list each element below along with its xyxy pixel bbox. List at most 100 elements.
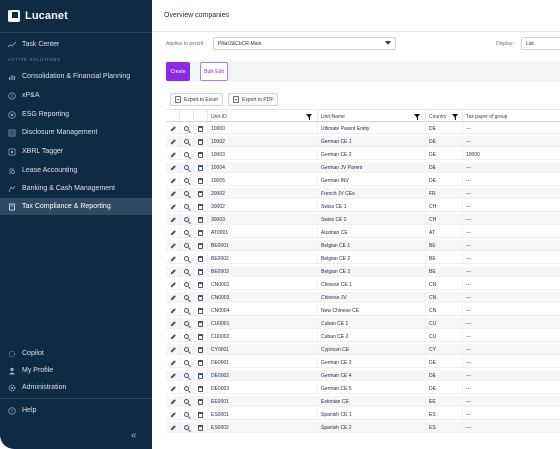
- table-row[interactable]: AT0001 Austrian CE AT ---: [166, 227, 560, 238]
- delete-button[interactable]: [196, 202, 205, 211]
- delete-button[interactable]: [196, 163, 205, 172]
- table-row[interactable]: DE0003 German CE 5 DE ---: [166, 383, 560, 394]
- delete-button[interactable]: [196, 384, 205, 393]
- delete-button[interactable]: [196, 228, 205, 237]
- table-row[interactable]: ES0001 Spanish CE 1 ES ---: [166, 409, 560, 420]
- sidebar-item-tax-compliance[interactable]: Tax Compliance & Reporting: [0, 198, 152, 215]
- edit-button[interactable]: [168, 137, 177, 146]
- sidebar-item-copilot[interactable]: Copilot: [0, 345, 152, 362]
- column-header-unit-name[interactable]: Unit-Name: [321, 113, 345, 120]
- sidebar-item-help[interactable]: ? Help: [0, 402, 152, 419]
- table-row[interactable]: 30003 Swiss CE 2 CH ---: [166, 214, 560, 225]
- view-button[interactable]: [182, 176, 191, 185]
- table-row[interactable]: BE0001 Belgian CE 1 BE ---: [166, 240, 560, 251]
- edit-button[interactable]: [168, 319, 177, 328]
- view-button[interactable]: [182, 306, 191, 315]
- table-row[interactable]: BE0003 Belgian CE 3 BE ---: [166, 266, 560, 277]
- delete-button[interactable]: [196, 358, 205, 367]
- table-row[interactable]: 10004 German JV Parent DE ---: [166, 162, 560, 173]
- table-row[interactable]: 20002 French JV CEs FR ---: [166, 188, 560, 199]
- edit-button[interactable]: [168, 371, 177, 380]
- sidebar-item-banking[interactable]: Banking & Cash Management: [0, 180, 152, 197]
- edit-button[interactable]: [168, 397, 177, 406]
- collapse-sidebar-button[interactable]: «: [131, 430, 137, 441]
- view-button[interactable]: [182, 189, 191, 198]
- table-row[interactable]: 10002 German CE 1 DE ---: [166, 136, 560, 147]
- edit-button[interactable]: [168, 410, 177, 419]
- view-button[interactable]: [182, 202, 191, 211]
- sidebar-item-xbrl[interactable]: XBRL Tagger: [0, 143, 152, 160]
- bulk-edit-button[interactable]: Bulk Edit: [200, 62, 228, 81]
- edit-button[interactable]: [168, 306, 177, 315]
- delete-button[interactable]: [196, 150, 205, 159]
- edit-button[interactable]: [168, 150, 177, 159]
- create-button[interactable]: Create: [166, 62, 190, 81]
- edit-button[interactable]: [168, 345, 177, 354]
- view-button[interactable]: [182, 280, 191, 289]
- table-row[interactable]: 10005 German INV DE ---: [166, 175, 560, 186]
- delete-button[interactable]: [196, 124, 205, 133]
- view-button[interactable]: [182, 423, 191, 432]
- view-button[interactable]: [182, 371, 191, 380]
- view-button[interactable]: [182, 137, 191, 146]
- edit-button[interactable]: [168, 423, 177, 432]
- table-row[interactable]: 10003 German CE 2 DE 10000: [166, 149, 560, 160]
- table-row[interactable]: CY0001 Cyprican CE CY ---: [166, 344, 560, 355]
- view-button[interactable]: [182, 345, 191, 354]
- delete-button[interactable]: [196, 254, 205, 263]
- delete-button[interactable]: [196, 332, 205, 341]
- sidebar-item-lease[interactable]: Lease Accounting: [0, 162, 152, 179]
- view-button[interactable]: [182, 254, 191, 263]
- export-pdf-button[interactable]: Export to PDF: [228, 93, 279, 106]
- view-button[interactable]: [182, 124, 191, 133]
- edit-button[interactable]: [168, 163, 177, 172]
- delete-button[interactable]: [196, 410, 205, 419]
- delete-button[interactable]: [196, 371, 205, 380]
- table-row[interactable]: CN0004 New Chinese CE CN ---: [166, 305, 560, 316]
- view-button[interactable]: [182, 241, 191, 250]
- table-row[interactable]: DE0002 German CE 4 DE ---: [166, 370, 560, 381]
- view-button[interactable]: [182, 215, 191, 224]
- column-header-country[interactable]: Country: [429, 113, 447, 120]
- filter-icon[interactable]: [306, 114, 312, 120]
- table-row[interactable]: BE0002 Belgian CE 2 BE ---: [166, 253, 560, 264]
- edit-button[interactable]: [168, 293, 177, 302]
- sidebar-item-my-profile[interactable]: My Profile: [0, 362, 152, 379]
- edit-button[interactable]: [168, 280, 177, 289]
- edit-button[interactable]: [168, 176, 177, 185]
- edit-button[interactable]: [168, 215, 177, 224]
- view-button[interactable]: [182, 150, 191, 159]
- table-row[interactable]: 10000 Ultimate Parent Entity DE ---: [166, 123, 560, 134]
- delete-button[interactable]: [196, 189, 205, 198]
- column-header-tax-payer[interactable]: Tax payer of group: [466, 113, 508, 120]
- filter-icon[interactable]: [414, 114, 420, 120]
- sidebar-item-esg[interactable]: ESG Reporting: [0, 106, 152, 123]
- edit-button[interactable]: [168, 267, 177, 276]
- edit-button[interactable]: [168, 332, 177, 341]
- edit-button[interactable]: [168, 189, 177, 198]
- table-row[interactable]: EE0001 Estonian CE EE ---: [166, 396, 560, 407]
- table-row[interactable]: DE0001 German CE 3 DE ---: [166, 357, 560, 368]
- filter-icon[interactable]: [452, 114, 458, 120]
- view-button[interactable]: [182, 384, 191, 393]
- table-row[interactable]: ES0002 Spanish CE 2 ES ---: [166, 422, 560, 433]
- table-row[interactable]: CN0001 Chinese CE 1 CN ---: [166, 279, 560, 290]
- table-row[interactable]: CU0001 Cuban CE 1 CU ---: [166, 318, 560, 329]
- sidebar-item-disclosure[interactable]: Disclosure Management: [0, 124, 152, 141]
- delete-button[interactable]: [196, 267, 205, 276]
- view-button[interactable]: [182, 358, 191, 367]
- delete-button[interactable]: [196, 306, 205, 315]
- table-row[interactable]: CU0002 Cuban CE 2 CU ---: [166, 331, 560, 342]
- edit-button[interactable]: [168, 254, 177, 263]
- view-button[interactable]: [182, 293, 191, 302]
- edit-button[interactable]: [168, 228, 177, 237]
- delete-button[interactable]: [196, 397, 205, 406]
- column-header-unit-id[interactable]: Unit-ID: [211, 113, 227, 120]
- delete-button[interactable]: [196, 137, 205, 146]
- edit-button[interactable]: [168, 358, 177, 367]
- delete-button[interactable]: [196, 319, 205, 328]
- period-select[interactable]: Pillar2&CbCR-Main: [213, 37, 396, 50]
- view-button[interactable]: [182, 163, 191, 172]
- delete-button[interactable]: [196, 293, 205, 302]
- table-row[interactable]: CN0003 Chinese JV CN ---: [166, 292, 560, 303]
